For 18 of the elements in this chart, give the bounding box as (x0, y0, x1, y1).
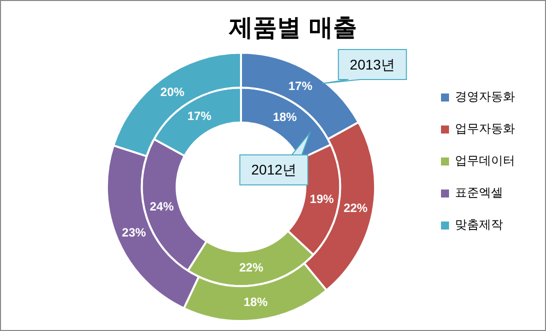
data-label: 24% (150, 200, 174, 214)
slice-label: 2013년 (350, 56, 395, 72)
data-label: 18% (244, 294, 268, 309)
slice-label: 2012년 (251, 162, 296, 178)
data-label: 18% (272, 110, 298, 124)
data-label: 23% (122, 226, 146, 240)
legend-label: 업무자동화 (455, 122, 515, 136)
data-label: 22% (239, 260, 264, 274)
data-label: 20% (160, 84, 185, 99)
chart-title: 제품별 매출 (228, 14, 358, 42)
legend-label: 표준엑셀 (455, 186, 503, 200)
legend-label: 맞춤제작 (455, 218, 503, 232)
data-label: 17% (187, 108, 212, 123)
data-label: 22% (344, 201, 368, 216)
data-label: 17% (288, 78, 313, 93)
data-label: 19% (310, 192, 334, 206)
legend-label: 업무데이터 (455, 154, 515, 168)
legend-label: 경영자동화 (455, 90, 515, 104)
